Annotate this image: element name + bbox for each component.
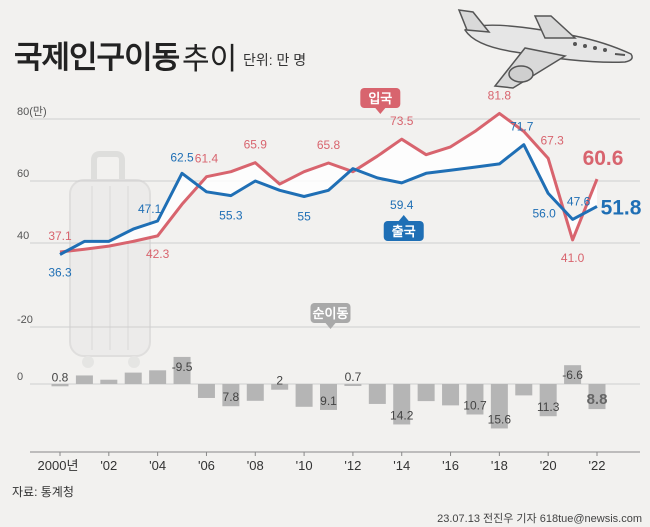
net-bar-2014: [393, 384, 411, 425]
inbound-value-2008: 65.9: [244, 138, 268, 152]
x-axis: 2000년 '02 '04 '06 '08 '10 '12 '14 '16 '18 '20 '22: [30, 451, 640, 473]
outbound-value-2020: 56.0: [533, 206, 557, 220]
net-bar-2002: [100, 379, 118, 384]
outbound-line: [59, 143, 598, 256]
net-value-2012: 0.7: [345, 370, 362, 384]
net-bar-2019: [515, 384, 533, 396]
net-bar-2009: [271, 384, 289, 390]
net-bar-2003: [124, 372, 142, 384]
x-tick-label: '06: [198, 458, 215, 473]
airplane-icon: [457, 9, 633, 89]
outbound-value-2010: 55: [297, 210, 311, 224]
inbound-value-2021: 41.0: [561, 251, 585, 265]
net-value-2017: 10.7: [463, 398, 487, 412]
outbound-tag-box: [383, 221, 424, 241]
outbound-value-2005: 62.5: [170, 150, 194, 164]
net-bar-2006: [197, 384, 215, 398]
net-bar-2018: [490, 384, 508, 429]
inbound-tag-pointer: [375, 108, 386, 114]
net-tag: 순이동: [313, 306, 349, 321]
net-value-2021: -6.6: [562, 368, 583, 382]
outbound-value-2000: 36.3: [48, 265, 72, 279]
outbound-value-2021: 47.6: [567, 194, 591, 208]
net-bar-2022: [588, 384, 606, 410]
inbound-value-2020: 67.3: [541, 133, 565, 147]
x-tick-label: '16: [442, 458, 459, 473]
net-tag-pointer: [325, 323, 336, 329]
net-bar-2021: [564, 365, 582, 384]
net-value-2018: 15.6: [488, 412, 512, 426]
x-tick-label: '04: [149, 458, 166, 473]
unit-label: 단위: 만 명: [243, 52, 307, 68]
net-bar-2010: [295, 384, 313, 407]
inbound-value-2018: 81.8: [488, 88, 512, 102]
migration-lines: [59, 111, 599, 256]
inbound-tag: 입국: [368, 91, 392, 106]
x-tick-label: '18: [491, 458, 508, 473]
outbound-tag-pointer: [398, 215, 409, 221]
y-tick-label: 60: [17, 168, 29, 180]
inbound-value-2014: 73.5: [390, 114, 414, 128]
outbound-value-2019: 71.7: [510, 120, 534, 134]
net-value-2005: -9.5: [172, 360, 193, 374]
net-bar-2008: [246, 384, 264, 401]
x-tick-label: '02: [100, 458, 117, 473]
outbound-value-2004: 47.1: [138, 202, 162, 216]
net-bar-2004: [149, 370, 167, 384]
x-tick-label: '12: [344, 458, 361, 473]
net-bar-2016: [442, 384, 460, 406]
inbound-value-2006: 61.4: [195, 152, 219, 166]
chart-subtitle: 추이: [182, 43, 238, 76]
net-bar-2012: [344, 384, 362, 386]
y-tick-label: 80(만): [17, 105, 47, 118]
inbound-value-2022: 60.6: [583, 147, 624, 170]
y-tick-label: -20: [17, 314, 33, 326]
x-tick-label: '10: [296, 458, 313, 473]
net-value-2011: 9.1: [320, 394, 337, 408]
inbound-value-2011: 65.8: [317, 138, 341, 152]
net-value-2014: 14.2: [390, 408, 414, 422]
inbound-line: [59, 111, 599, 254]
outbound-tag: 출국: [392, 224, 416, 239]
y-tick-label: 0: [17, 371, 23, 383]
inbound-tag-box: [360, 88, 401, 108]
net-value-2007: 7.8: [223, 390, 240, 404]
net-bar-2013: [368, 384, 386, 404]
chart-title: 국제인구이동: [14, 40, 180, 75]
x-tick-label: 2000년: [38, 458, 79, 473]
gridlines: 80(만) 60 40 0 -20: [17, 105, 640, 385]
net-bar-2000: [51, 384, 69, 387]
net-migration-bars: [51, 356, 606, 429]
net-bar-2001: [75, 375, 93, 384]
outbound-value-2022: 51.8: [601, 196, 642, 219]
x-tick-label: '20: [540, 458, 557, 473]
x-tick-label: '08: [247, 458, 264, 473]
net-value-2020: 11.3: [537, 400, 560, 414]
net-bar-2015: [417, 384, 435, 402]
net-tag-box: [310, 303, 351, 323]
net-bar-2017: [466, 384, 484, 415]
y-tick-label: 40: [17, 230, 29, 242]
gap-area: [60, 113, 597, 255]
inbound-value-2004: 42.3: [146, 247, 170, 261]
outbound-value-2014: 59.4: [390, 198, 414, 212]
net-value-2000: 0.8: [52, 370, 69, 384]
net-value-2022: 8.8: [587, 391, 608, 408]
x-tick-label: '22: [589, 458, 606, 473]
source-note: 자료: 통계청: [12, 485, 74, 499]
net-bar-2011: [320, 384, 337, 410]
credit-note: 23.07.13 전진우 기자 618tue@newsis.com: [437, 513, 642, 525]
net-bar-2007: [222, 384, 240, 407]
suitcase-icon: [69, 151, 151, 368]
gap-fill: [60, 113, 597, 255]
x-tick-label: '14: [393, 458, 410, 473]
inbound-value-2000: 37.1: [48, 229, 72, 243]
net-bar-2020: [539, 384, 557, 417]
net-value-2009: 2: [276, 374, 283, 388]
net-bar-2005: [173, 356, 191, 384]
outbound-value-2007: 55.3: [219, 209, 243, 223]
